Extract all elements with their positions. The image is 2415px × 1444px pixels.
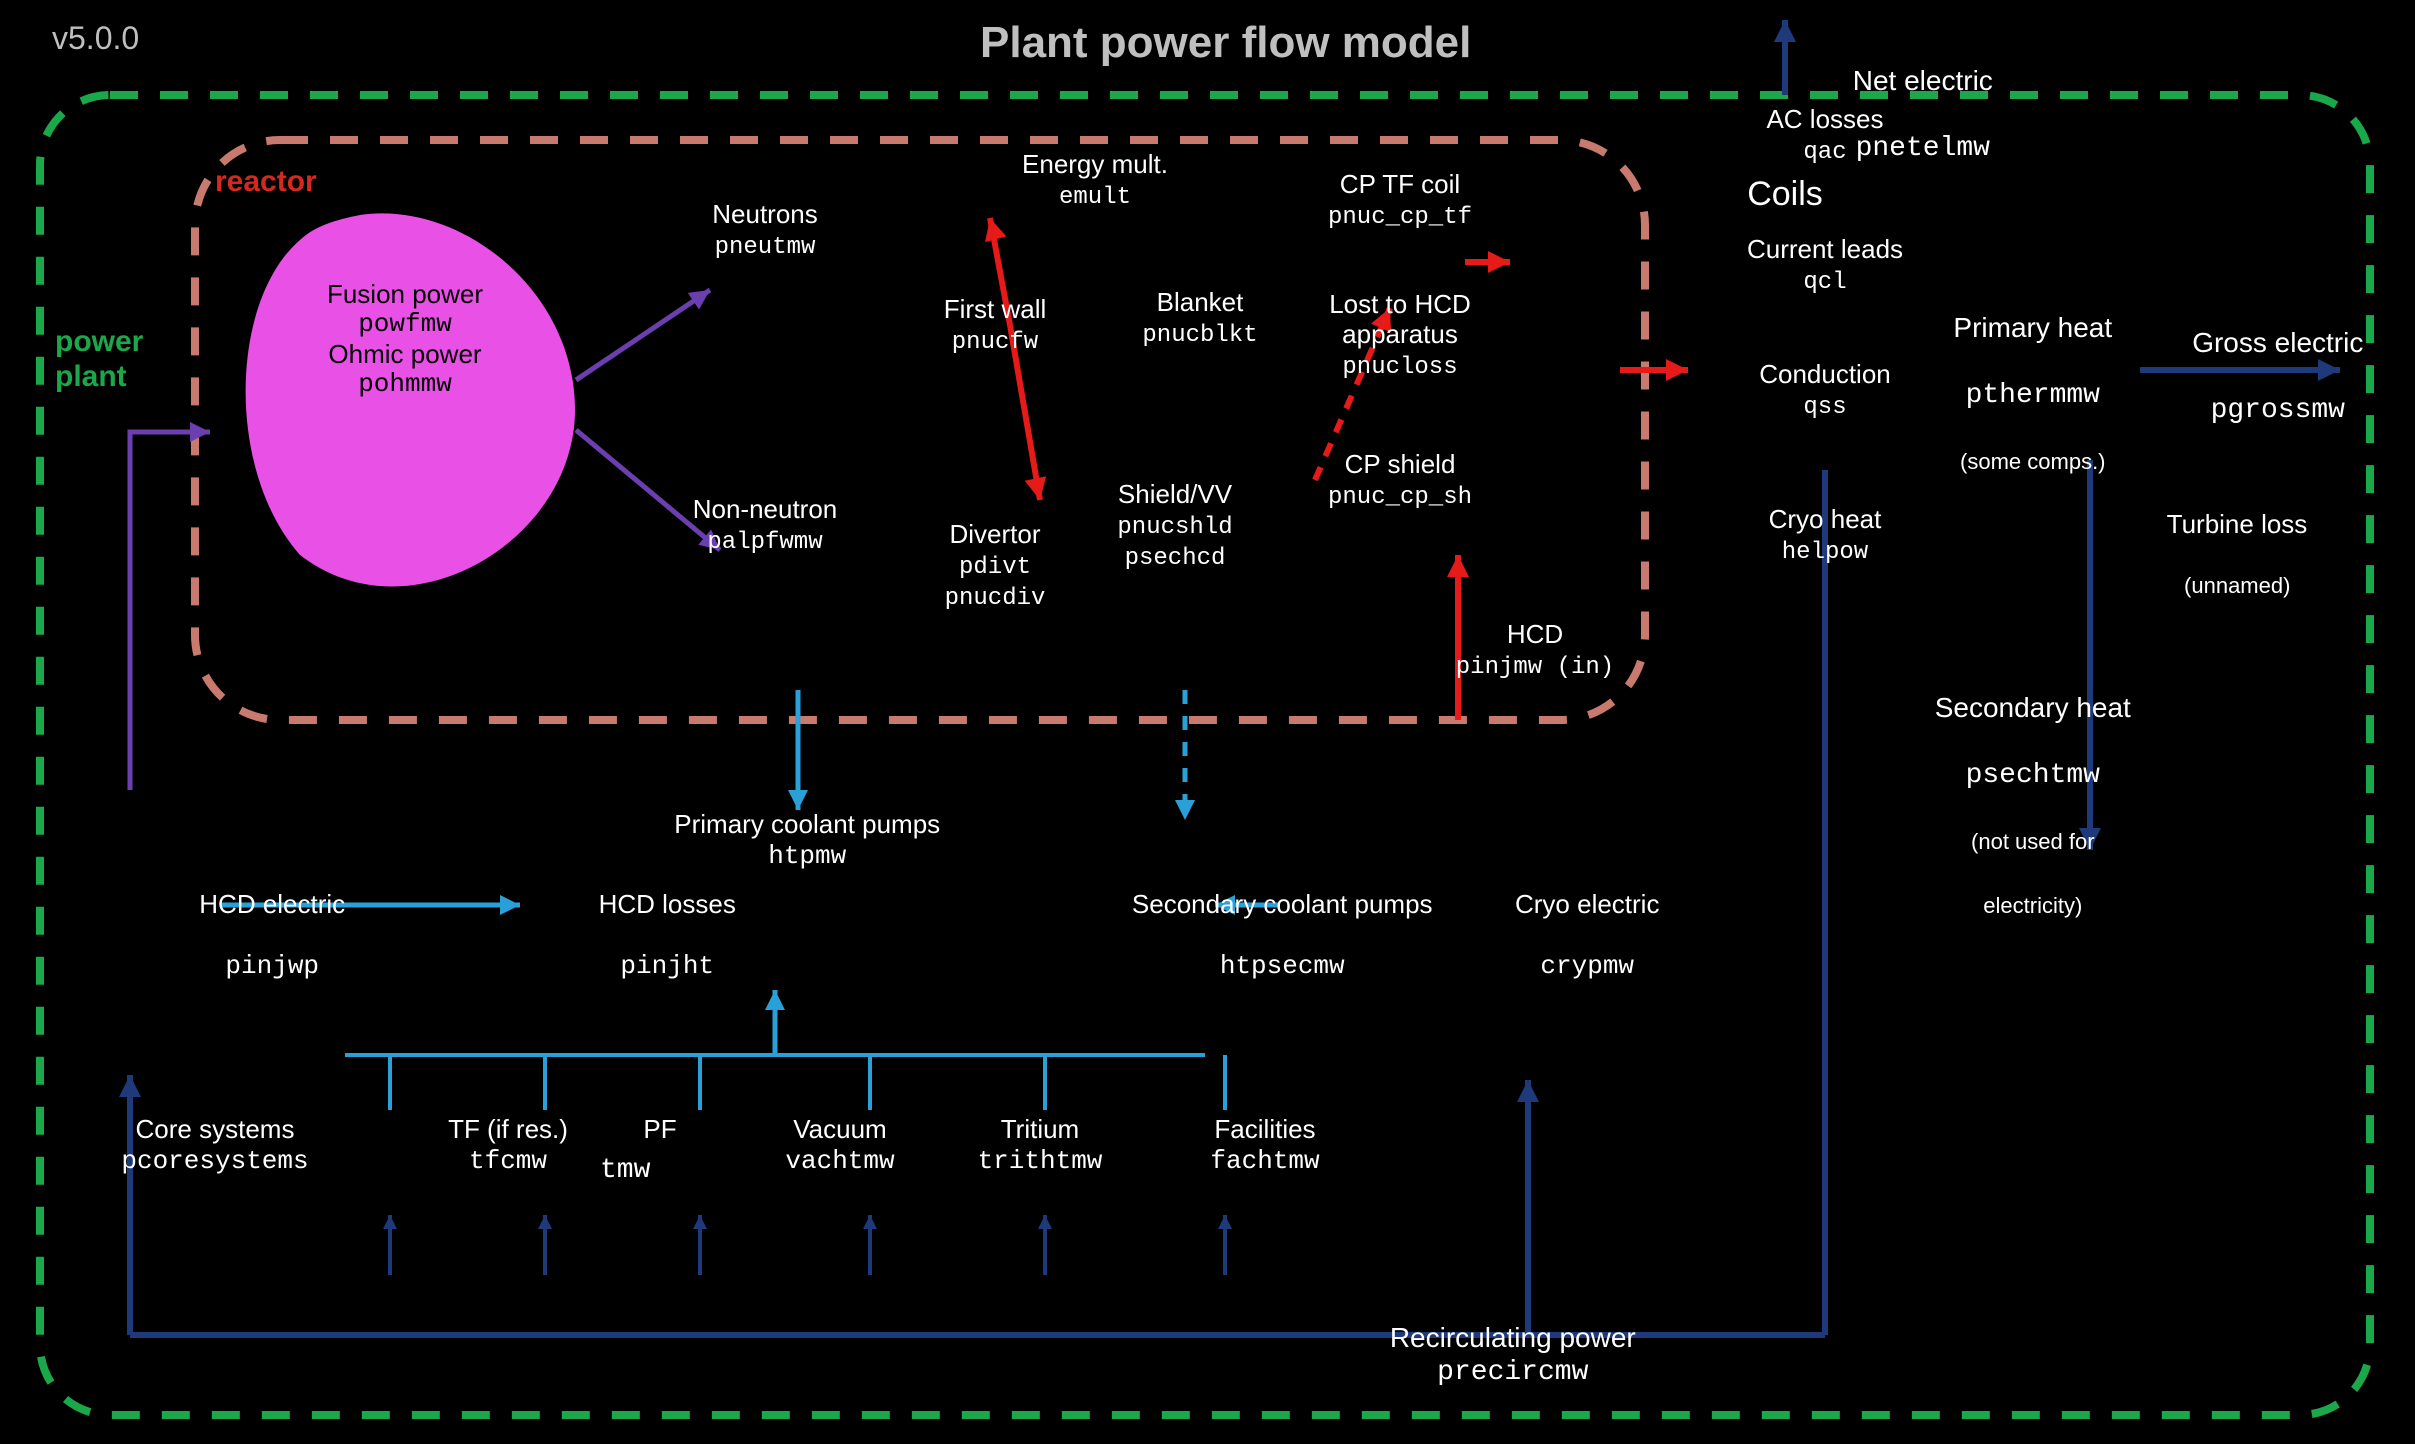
node: Current leadsqcl [1700,235,1950,296]
node: Cryo heathelpow [1700,505,1950,566]
sh-n2: electricity) [1983,893,2082,918]
sh-c: psechtmw [1966,760,2100,791]
bottom-vac: Vacuumvachtmw [740,1115,940,1177]
hcd-electric: HCD electric pinjwp [150,860,380,982]
bottom-fac: Facilitiesfachtmw [1165,1115,1365,1177]
node: Coils [1660,175,1910,214]
secondary-heat: Secondary heat psechtmw (not used for el… [1895,660,2155,921]
node: CP TF coilpnuc_cp_tf [1275,170,1525,231]
node: HCDpinjmw (in) [1410,620,1660,681]
ph-c: pthermmw [1966,380,2100,411]
node: Shield/VVpnucshldpsechcd [1050,480,1300,573]
secondary-pumps: Secondary coolant pumps htpsecmw [1090,860,1460,982]
gross-electric: Gross electric pgrossmw [2150,295,2390,427]
node: AC lossesqac [1700,105,1950,166]
turb-n: (unnamed) [2184,573,2290,598]
node: Lost to HCDapparatuspnucloss [1275,290,1525,381]
node: Non-neutronpalpfwmw [640,495,890,556]
bottom-core: Core systemspcoresystems [115,1115,315,1177]
node: Conductionqss [1700,360,1950,421]
primary-pumps: Primary coolant pumps htpmw [590,780,1010,872]
bottom-trit: Tritiumtrithtmw [940,1115,1140,1177]
reactor-legend: reactor [215,165,317,200]
sh-n1: (not used for [1971,829,2095,854]
cryo-electric: Cryo electric crypmw [1465,860,1695,982]
plant-legend: power plant [55,325,143,394]
net-t: Net electric [1853,65,1993,96]
ph-t: Primary heat [1953,312,2112,343]
title-label: Plant power flow model [980,18,1471,69]
ph-n: (some comps.) [1960,449,2105,474]
version-label: v5.0.0 [52,20,139,57]
turb-t: Turbine loss [2167,509,2308,539]
sh-t: Secondary heat [1935,692,2131,723]
node: Neutronspneutmw [640,200,890,261]
gross-t: Gross electric [2192,327,2363,358]
recirculating: Recirculating power precircmw [1345,1290,1665,1390]
bottom-pf: PF [560,1115,760,1177]
gross-c: pgrossmw [2211,395,2345,426]
plasma-text: Fusion powerpowfmwOhmic powerpohmmw [260,280,550,400]
node: Energy mult.emult [970,150,1220,211]
node: CP shieldpnuc_cp_sh [1275,450,1525,511]
turbine-loss: Turbine loss (unnamed) [2110,480,2350,600]
hcd-losses: HCD losses pinjht [555,860,765,982]
diagram-root: v5.0.0 Plant power flow model power plan… [0,0,2415,1444]
